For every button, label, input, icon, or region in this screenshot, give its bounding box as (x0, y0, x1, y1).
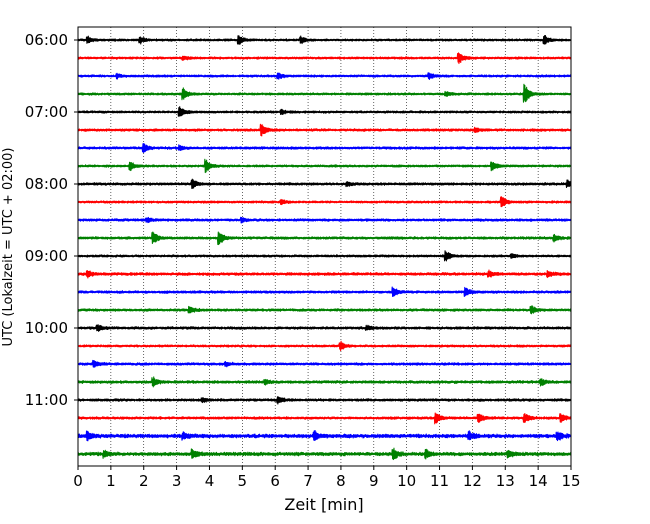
trace-line (77, 286, 572, 297)
trace-group (77, 35, 572, 461)
x-axis-ticks: 0 1 2 3 4 5 6 7 8 9 10 11 12 13 14 15 (73, 466, 581, 490)
x-tick-label: 15 (561, 472, 580, 490)
trace-line (77, 250, 572, 262)
x-tick-label: 1 (106, 472, 116, 490)
trace-line (77, 447, 572, 461)
x-tick-label: 6 (270, 472, 280, 490)
y-tick-label: 11:00 (25, 391, 68, 409)
trace-line (77, 35, 572, 45)
x-tick-label: 13 (496, 472, 515, 490)
trace-line (77, 376, 572, 388)
x-axis-label: Zeit [min] (284, 495, 363, 514)
y-tick-label: 06:00 (25, 31, 68, 49)
trace-line (77, 324, 572, 332)
trace-line (77, 52, 572, 65)
trace-line (77, 430, 572, 442)
trace-line (77, 158, 572, 174)
x-tick-label: 9 (369, 472, 379, 490)
y-axis-label: UTC (Lokalzeit = UTC + 02:00) (1, 148, 16, 347)
x-tick-label: 14 (529, 472, 548, 490)
x-tick-label: 5 (238, 472, 248, 490)
y-tick-label: 07:00 (25, 103, 68, 121)
x-tick-label: 10 (397, 472, 416, 490)
trace-line (77, 216, 572, 224)
y-tick-label: 09:00 (25, 247, 68, 265)
y-axis-ticks: 06:00 07:00 08:00 09:00 10:00 11:00 (25, 31, 78, 409)
trace-line (77, 106, 572, 117)
vertical-grid (110, 27, 539, 466)
x-tick-label: 4 (205, 472, 215, 490)
plot-frame (77, 26, 572, 467)
trace-line (77, 269, 572, 279)
x-tick-label: 11 (430, 472, 449, 490)
trace-line (77, 72, 572, 80)
trace-line (77, 359, 572, 368)
trace-line (77, 142, 572, 153)
trace-line (77, 83, 572, 103)
y-tick-label: 10:00 (25, 319, 68, 337)
trace-line (77, 178, 572, 190)
x-tick-label: 7 (303, 472, 313, 490)
trace-line (77, 396, 572, 405)
x-tick-label: 8 (336, 472, 346, 490)
x-tick-label: 3 (172, 472, 182, 490)
trace-line (77, 412, 572, 425)
trace-line (77, 305, 572, 315)
x-tick-label: 12 (463, 472, 482, 490)
trace-line (77, 231, 572, 246)
x-tick-label: 0 (73, 472, 83, 490)
trace-line (77, 123, 572, 137)
trace-line (77, 340, 572, 352)
trace-line (77, 196, 572, 208)
x-tick-label: 2 (139, 472, 149, 490)
y-tick-label: 08:00 (25, 175, 68, 193)
